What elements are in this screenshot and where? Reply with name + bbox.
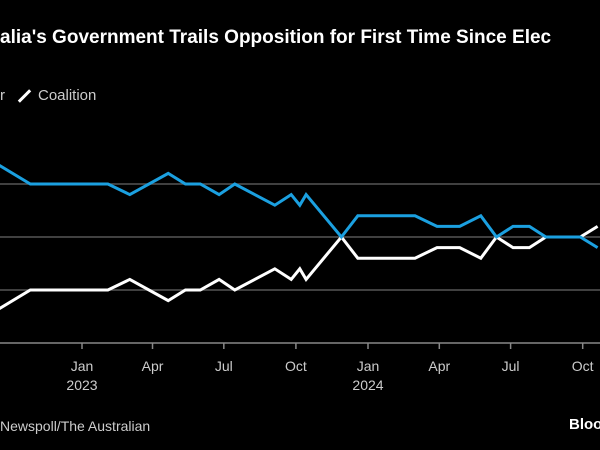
x-tick-label: Apr bbox=[428, 358, 450, 374]
bloomberg-logo: Bloo bbox=[569, 416, 600, 433]
x-tick-year: 2023 bbox=[66, 377, 97, 393]
legend-label-labor: r bbox=[0, 87, 5, 104]
legend-label-coalition: Coalition bbox=[38, 87, 97, 104]
x-tick-year: 2024 bbox=[352, 377, 383, 393]
series-line-coalition bbox=[0, 225, 599, 310]
source-note: Newspoll/The Australian bbox=[0, 418, 151, 434]
x-tick-label: Jul bbox=[215, 358, 233, 374]
chart-title: alia's Government Trails Opposition for … bbox=[0, 27, 552, 48]
x-tick-label: Jan bbox=[357, 358, 380, 374]
legend: r Coalition bbox=[0, 87, 96, 104]
x-tick-label: Jul bbox=[502, 358, 520, 374]
x-tick-label: Apr bbox=[142, 358, 164, 374]
x-tick-label: Oct bbox=[285, 358, 307, 374]
series-line-r bbox=[0, 164, 599, 249]
x-tick-label: Jan bbox=[71, 358, 94, 374]
x-tick-label: Oct bbox=[572, 358, 594, 374]
